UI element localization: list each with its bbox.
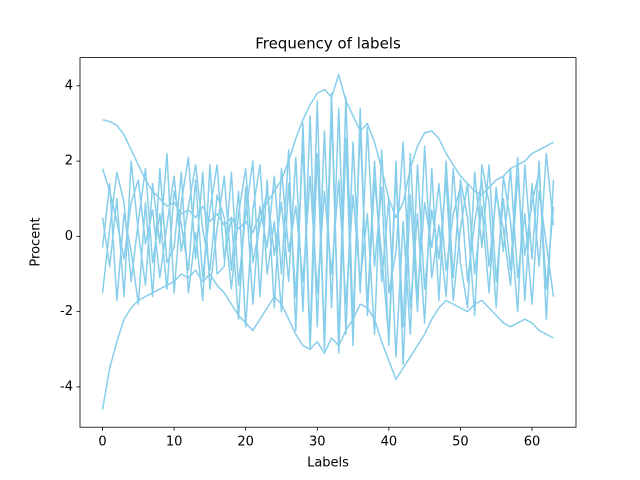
plot-area [101,73,555,410]
data-line [101,141,555,335]
x-tick-label: 10 [166,435,183,450]
x-axis-label: Labels [307,456,349,471]
data-line [101,92,555,366]
y-axis-label: Procent [29,217,44,266]
data-line [101,269,554,410]
y-tick-label: -2 [60,304,73,319]
y-tick-label: -4 [60,379,73,394]
chart-title: Frequency of labels [255,35,401,53]
y-tick-label: 0 [65,229,73,244]
y-tick-label: 4 [65,78,73,93]
x-tick-label: 50 [452,435,469,450]
axes-frame [79,57,577,428]
x-tick-label: 40 [381,435,398,450]
x-tick-label: 0 [98,435,106,450]
x-tick-label: 30 [309,435,326,450]
x-tick-label: 20 [237,435,254,450]
x-tick-label: 60 [524,435,541,450]
y-tick-label: 2 [65,154,73,169]
